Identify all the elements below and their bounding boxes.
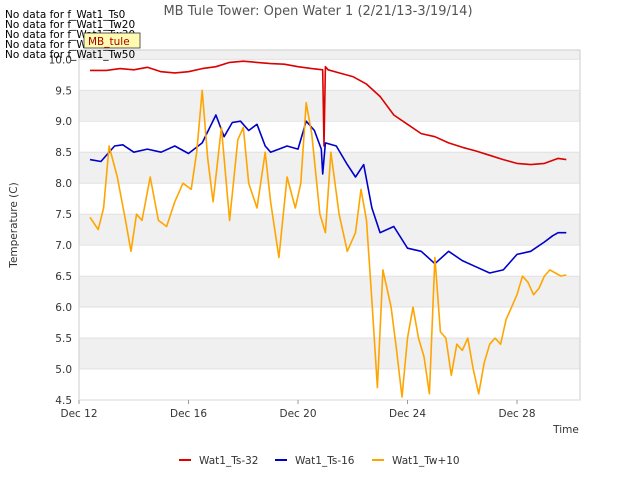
series-lines [89,60,567,398]
x-tick-label: Dec 16 [170,408,207,420]
y-tick-label: 7.0 [55,240,72,252]
series-line-Wat1_Tw+10 [89,89,567,398]
legend: Wat1_Ts-32 Wat1_Ts-16 Wat1_Tw+10 [179,455,460,467]
legend-label: Wat1_Ts-16 [295,455,355,467]
x-axis-label: Time [552,424,579,436]
y-tick-label: 10.0 [49,54,72,66]
plot-band [79,90,580,122]
y-tick-label: 6.0 [55,302,72,314]
plot-band [79,276,580,308]
y-tick-label: 9.5 [55,85,72,97]
plot-band [79,50,580,60]
y-tick-label: 5.5 [55,333,72,345]
tag-label: MB_tule [88,36,130,48]
y-tick-label: 7.5 [55,209,72,221]
y-axis-ticks: 4.5 5.0 5.5 6.0 6.5 7.0 7.5 8.0 8.5 9.0 9.5 10.0 [49,54,580,407]
y-tick-label: 9.0 [55,116,72,128]
x-tick-label: Dec 20 [280,408,317,420]
plot-band [79,214,580,246]
tag-box [83,32,141,49]
y-tick-label: 5.0 [55,364,72,376]
x-tick-label: Dec 24 [389,408,426,420]
y-tick-label: 8.5 [55,147,72,159]
series-line-Wat1_Ts-32 [90,60,567,166]
x-axis-ticks: Dec 12 Dec 16 Dec 20 Dec 24 Dec 28 [60,400,536,420]
x-tick-label: Dec 12 [60,408,97,420]
no-data-message: No data for f_Wat1_Tw20 [5,19,135,31]
y-tick-label: 4.5 [55,395,72,407]
no-data-message: No data for f_Wat1_Ts0 [5,9,125,21]
y-tick-label: 6.5 [55,271,72,283]
series-line-Wat1_Ts-16 [89,114,567,274]
legend-label: Wat1_Ts-32 [199,455,259,467]
legend-label: Wat1_Tw+10 [392,455,460,467]
plot-bands [79,50,580,370]
plot-band [79,338,580,370]
no-data-message: No data for f_Wat1_Tw50 [5,49,135,61]
tag-badge: MB_tule [83,32,141,49]
x-tick-label: Dec 28 [499,408,536,420]
y-tick-label: 8.0 [55,178,72,190]
y-axis-label: Temperature (C) [8,182,20,268]
chart-title: MB Tule Tower: Open Water 1 (2/21/13-3/1… [163,4,472,19]
